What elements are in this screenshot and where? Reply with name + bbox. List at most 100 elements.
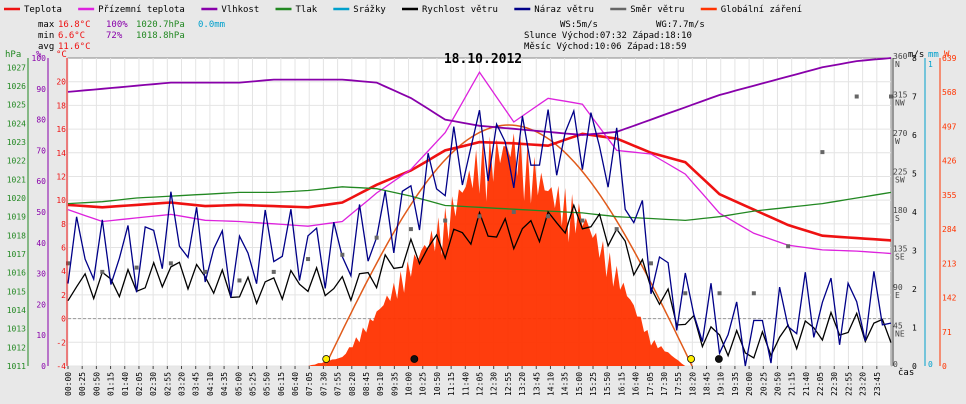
time-tick-label: 03:20 [178, 372, 187, 396]
time-tick-label: 17:30 [660, 372, 669, 396]
time-tick-label: 01:40 [121, 372, 130, 396]
time-tick-label: 04:35 [220, 372, 229, 396]
unit-c: °C [56, 50, 67, 60]
hpa-tick-label: 1016 [7, 269, 26, 278]
dir-tick-label: SW [895, 176, 905, 185]
time-tick-label: 15:25 [589, 372, 598, 396]
hpa-tick-label: 1020 [7, 194, 26, 203]
ms-tick-label: 3 [912, 247, 917, 256]
hpa-tick-label: 1022 [7, 157, 26, 166]
pct-tick-label: 60 [36, 177, 46, 186]
wind-direction-point [477, 214, 482, 219]
time-tick-label: 10:25 [419, 372, 428, 396]
hpa-tick-label: 1027 [7, 63, 26, 72]
pct-tick-label: 40 [36, 239, 46, 248]
ms-tick-label: 0 [912, 362, 917, 371]
wind-direction-point [271, 269, 276, 274]
time-tick-label: 15:00 [575, 372, 584, 396]
time-tick-label: 08:20 [348, 372, 357, 396]
ms-tick-label: 2 [912, 285, 917, 294]
time-tick-label: 13:20 [518, 372, 527, 396]
wind-gust-info: WG:7.7m/s [656, 20, 705, 30]
hpa-tick-label: 1026 [7, 82, 26, 91]
c-tick-label: 4 [61, 267, 66, 276]
stats-min-temp: 6.6°C [58, 31, 85, 41]
hpa-tick-label: 1013 [7, 325, 26, 334]
time-tick-label: 16:40 [632, 372, 641, 396]
time-tick-label: 20:25 [759, 372, 768, 396]
hpa-tick-label: 1017 [7, 250, 26, 259]
w-tick-label: 0 [942, 362, 947, 371]
wind-direction-point [100, 269, 105, 274]
wind-direction-point [340, 252, 345, 257]
stats-avg-temp: 11.6°C [58, 42, 91, 52]
time-tick-label: 22:30 [830, 372, 839, 396]
dir-tick-label: W [895, 137, 900, 146]
mm-tick-label: 1 [928, 60, 933, 69]
legend-label: Srážky [353, 5, 386, 15]
ms-tick-label: 8 [912, 54, 917, 63]
deg-tick-label: 360 [893, 52, 908, 61]
time-tick-label: 13:45 [532, 372, 541, 396]
dir-tick-label: N [895, 60, 900, 69]
hpa-tick-label: 1015 [7, 287, 26, 296]
ms-tick-label: 5 [912, 170, 917, 179]
time-tick-label: 17:05 [646, 372, 655, 396]
w-tick-label: 355 [942, 191, 957, 200]
legend-label: Přízemní teplota [98, 5, 185, 15]
time-tick-label: 00:25 [78, 372, 87, 396]
hpa-tick-label: 1012 [7, 343, 26, 352]
deg-tick-label: 270 [893, 129, 908, 138]
stats-block: max 16.8°C 100% 1020.7hPa 0.0mm min 6.6°… [38, 20, 225, 52]
hpa-tick-label: 1023 [7, 138, 26, 147]
wind-direction-point [751, 291, 756, 296]
time-tick-label: 05:25 [248, 372, 257, 396]
pct-tick-label: 90 [36, 85, 46, 94]
wind-direction-point [820, 150, 825, 155]
stats-max-temp: 16.8°C [58, 20, 91, 30]
c-tick-label: 12 [56, 172, 66, 181]
deg-tick-label: 135 [893, 245, 908, 254]
moonrise-marker [410, 355, 419, 363]
time-tick-label: 08:45 [362, 372, 371, 396]
c-tick-label: 16 [56, 125, 66, 134]
pct-tick-label: 20 [36, 300, 46, 309]
legend-label: Směr větru [630, 5, 684, 15]
wind-speed-info: WS:5m/s [560, 20, 598, 30]
pct-tick-label: 70 [36, 146, 46, 155]
wind-direction-point [408, 227, 413, 232]
time-tick-label: 20:50 [773, 372, 782, 396]
time-tick-label: 06:15 [277, 372, 286, 396]
time-tick-label: 04:10 [206, 372, 215, 396]
wind-direction-point [237, 278, 242, 283]
legend: Teplota Přízemní teplota Vlhkost Tlak Srážky… [4, 5, 802, 15]
dir-tick-label: NW [895, 99, 905, 108]
w-tick-label: 568 [942, 88, 957, 97]
deg-tick-label: 225 [893, 168, 908, 177]
time-tick-label: 23:45 [873, 372, 882, 396]
series-line-tlak [67, 186, 892, 222]
axes: 1027102610251024102310221021102010191018… [7, 52, 957, 396]
wind-direction-point [443, 218, 448, 223]
stats-max-hum: 100% [106, 20, 128, 30]
wind-direction-point [889, 94, 893, 99]
time-tick-label: 01:15 [107, 372, 116, 396]
wind-direction-point [648, 261, 653, 266]
c-tick-label: 10 [56, 196, 66, 205]
w-tick-label: 213 [942, 259, 957, 268]
stats-max-rain: 0.0mm [198, 20, 225, 30]
wind-direction-point [683, 291, 688, 296]
stats-max-press: 1020.7hPa [136, 20, 185, 30]
dir-tick-label: NE [895, 330, 905, 339]
moon-rise-set: Měsíc Východ:10:06 Západ:18:59 [524, 42, 687, 52]
pct-tick-label: 0 [41, 362, 46, 371]
wind-direction-point [374, 235, 379, 240]
pct-tick-label: 10 [36, 331, 46, 340]
wind-direction-point [580, 218, 585, 223]
legend-label: Rychlost větru [422, 5, 498, 15]
wind-direction-point [306, 257, 311, 262]
time-tick-label: 12:30 [490, 372, 499, 396]
c-tick-label: -2 [56, 338, 66, 347]
time-tick-label: 02:30 [149, 372, 158, 396]
